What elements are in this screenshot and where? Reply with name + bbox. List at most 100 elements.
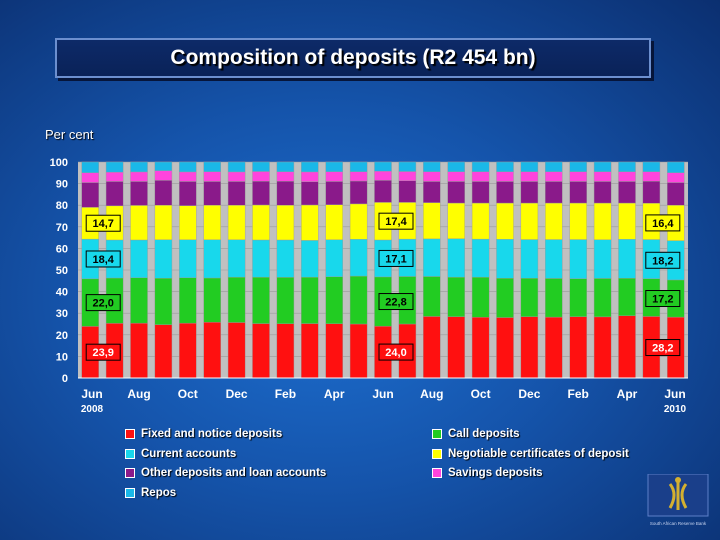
- bar-segment: [203, 239, 221, 279]
- bar-segment: [203, 181, 221, 206]
- bar-segment: [179, 277, 197, 324]
- bar-segment: [325, 204, 343, 240]
- value-label-box: [645, 251, 681, 269]
- bar-segment: [227, 171, 246, 182]
- bar-segment: [301, 171, 319, 182]
- bar-segment: [179, 205, 197, 240]
- bar-segment: [471, 276, 490, 318]
- bar-segment: [301, 323, 319, 379]
- bar-segment: [618, 161, 636, 172]
- x-tick-label: Aug: [127, 387, 150, 401]
- bar-segment: [154, 204, 173, 240]
- x-tick-label: Feb: [568, 387, 589, 401]
- bar-segment: [398, 171, 417, 181]
- bar-segment: [130, 277, 148, 324]
- bar-segment: [569, 239, 587, 279]
- bar-segment: [276, 171, 295, 182]
- bar-segment: [423, 276, 441, 317]
- legend-label: Fixed and notice deposits: [141, 428, 283, 440]
- y-tick-label: 40: [56, 287, 68, 299]
- bar-segment: [423, 161, 441, 172]
- legend-item-savings: Savings deposits: [432, 467, 543, 479]
- legend-item-current-accounts: Current accounts: [125, 448, 236, 460]
- legend-label: Savings deposits: [448, 467, 543, 479]
- bar-segment: [593, 278, 612, 318]
- bar-segment: [520, 181, 539, 204]
- bar-segment: [252, 204, 270, 241]
- value-label: 14,7: [92, 218, 113, 230]
- bar-segment: [423, 171, 441, 182]
- bar-segment: [447, 316, 465, 379]
- bar-segment: [227, 204, 246, 240]
- bar-segment: [349, 323, 368, 379]
- bar-segment: [276, 161, 295, 172]
- bar-segment: [545, 181, 563, 204]
- bar-segment: [130, 181, 148, 206]
- bar-segment: [276, 277, 295, 324]
- bar-segment: [227, 276, 246, 323]
- value-label: 17,1: [385, 253, 406, 265]
- legend-item-ncd: Negotiable certificates of deposit: [432, 448, 629, 460]
- legend-swatch: [125, 449, 135, 459]
- bar-segment: [496, 278, 514, 318]
- bar-segment: [276, 181, 295, 206]
- bar-segment: [520, 161, 539, 172]
- bar-segment: [325, 276, 343, 324]
- bar-segment: [252, 181, 270, 206]
- bar-segment: [471, 171, 490, 182]
- bar-segment: [545, 161, 563, 172]
- bar-segment: [618, 315, 636, 379]
- value-label-box: [645, 290, 681, 308]
- bar-segment: [545, 202, 563, 240]
- value-label: 24,0: [385, 347, 406, 359]
- legend-label: Other deposits and loan accounts: [141, 467, 327, 479]
- bar-segment: [130, 322, 148, 379]
- x-tick-label: Dec: [518, 387, 540, 401]
- bar-segment: [179, 161, 197, 173]
- x-tick-label: Aug: [420, 387, 443, 401]
- bar-segment: [349, 161, 368, 172]
- x-tick-label: Oct: [471, 387, 491, 401]
- bar-segment: [349, 203, 368, 240]
- bar-segment: [447, 238, 465, 278]
- bar-segment: [545, 239, 563, 279]
- x-tick-label: Jun: [664, 387, 685, 401]
- y-tick-label: 20: [56, 330, 68, 342]
- value-label: 18,4: [92, 254, 114, 266]
- y-tick-label: 10: [56, 351, 68, 363]
- bar-segment: [423, 202, 441, 240]
- legend-item-fixed-notice: Fixed and notice deposits: [125, 428, 282, 440]
- bar-segment: [105, 161, 124, 173]
- bar-segment: [252, 239, 270, 278]
- bar-segment: [301, 181, 319, 206]
- bar-segment: [593, 202, 612, 240]
- bar-segment: [447, 181, 465, 204]
- y-tick-label: 60: [56, 243, 68, 255]
- bar-segment: [642, 181, 661, 204]
- x-tick-label: Dec: [226, 387, 248, 401]
- legend-swatch: [432, 449, 442, 459]
- bar-segment: [130, 239, 148, 278]
- bar-segment: [325, 171, 343, 182]
- bar-segment: [154, 239, 173, 279]
- bar-segment: [520, 171, 539, 182]
- bar-segment: [252, 161, 270, 172]
- value-label-box: [645, 214, 681, 232]
- value-label-box: [378, 249, 414, 267]
- bar-segment: [593, 239, 612, 279]
- bar-segment: [667, 182, 685, 206]
- bar-segment: [471, 181, 490, 204]
- bar-segment: [593, 161, 612, 172]
- y-tick-label: 90: [56, 179, 68, 191]
- value-label: 22,0: [92, 298, 113, 310]
- legend-label: Current accounts: [141, 448, 237, 460]
- bar-segment: [325, 161, 343, 172]
- bar-segment: [81, 161, 99, 174]
- bar-segment: [569, 161, 587, 172]
- bar-segment: [105, 171, 124, 182]
- x-tick-sublabel: 2010: [664, 404, 687, 415]
- y-tick-label: 70: [56, 222, 68, 234]
- bar-segment: [154, 170, 173, 181]
- bar-segment: [667, 161, 685, 174]
- bar-segment: [471, 202, 490, 240]
